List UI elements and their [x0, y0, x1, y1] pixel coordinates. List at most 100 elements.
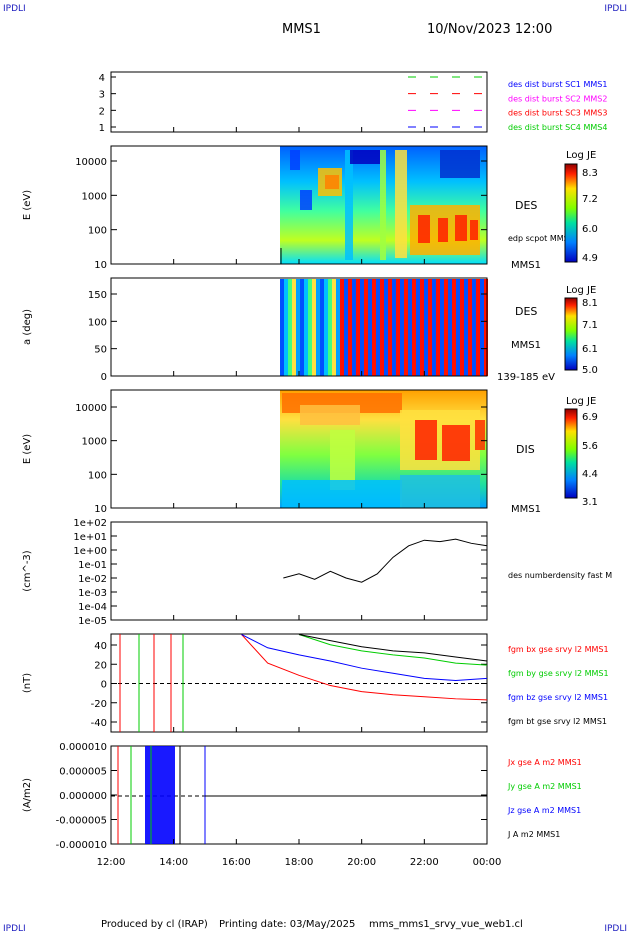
des-spec-instrument: DES [515, 199, 537, 212]
pa-stripe [440, 279, 444, 376]
pa-stripe [408, 279, 412, 376]
density-ytick-label: 1e-01 [78, 560, 107, 571]
des-spec-ytick-label: 1000 [82, 191, 107, 202]
burst-ytick-label: 1 [99, 123, 105, 134]
des-spec-ylabel: E (eV) [22, 190, 33, 220]
dis-cbar-min: 3.1 [582, 497, 598, 508]
current-legend-2: Jz gse A m2 MMS1 [507, 806, 581, 815]
bfield-ytick-label: 20 [94, 660, 107, 671]
pa-stripe [436, 279, 440, 376]
des-spec-overlay: edp scpot MMS1 [508, 234, 574, 243]
des-cbar-title: Log JE [566, 150, 596, 161]
pa-stripe [412, 279, 416, 376]
dis-cbar-max: 6.9 [582, 412, 598, 423]
pa-ytick-label: 50 [94, 345, 107, 356]
pa-stripe [304, 279, 308, 376]
x-tick-label: 16:00 [222, 857, 251, 868]
density-series-line [283, 538, 488, 583]
pa-ytick-label: 100 [88, 317, 107, 328]
pa-stripe [484, 279, 488, 376]
pa-stripe [312, 279, 316, 376]
pa-stripe [460, 279, 464, 376]
top-left-tag: IPDLI [3, 4, 26, 14]
pa-stripe [352, 279, 356, 376]
pa-stripe [348, 279, 352, 376]
des-cbar-mid1: 7.2 [582, 194, 598, 205]
panel-density-frame [110, 521, 488, 621]
pa-stripe [328, 279, 332, 376]
des-cbar-min: 4.9 [582, 253, 598, 264]
current-burst-block [145, 746, 175, 844]
dis-spec-instrument: DIS [516, 443, 535, 456]
dis-spec-spacecraft: MMS1 [511, 504, 541, 515]
bfield-legend-0: fgm bx gse srvy l2 MMS1 [508, 645, 609, 654]
x-tick-label: 20:00 [347, 857, 376, 868]
panel-density: 1e+02 1e+01 1e+00 1e-01 1e-02 1e-03 1e-04 1e-05… [22, 518, 612, 627]
pa-stripe [320, 279, 324, 376]
des-cbar-max: 8.3 [582, 168, 598, 179]
pa-stripe [332, 279, 336, 376]
bfield-ytick-label: 40 [94, 641, 107, 652]
pa-stripe [288, 279, 292, 376]
dis-cbar-mid1: 5.6 [582, 441, 598, 452]
pa-stripe [416, 279, 420, 376]
dis-spec-ytick-label: 100 [88, 470, 107, 481]
pa-stripe [472, 279, 476, 376]
des-spectrogram-cell [455, 215, 467, 241]
pa-stripe [404, 279, 408, 376]
pa-cbar-mid1: 7.1 [582, 320, 598, 331]
current-ytick-label: 0.000010 [59, 742, 107, 753]
density-ytick-label: 1e+02 [73, 518, 107, 529]
current-legend-3: J A m2 MMS1 [507, 830, 560, 839]
des-spectrogram-cell [325, 175, 339, 189]
panel-bfield: 40 20 0 -20 -40 fgm bx gse srvy l2 MMS1 fgm b… [22, 633, 609, 733]
pa-stripe [424, 279, 428, 376]
footer-filename: mms_mms1_srvy_vue_web1.cl [369, 919, 523, 930]
pa-stripe [296, 279, 300, 376]
des-colorbar [564, 163, 578, 263]
current-legend-1: Jy gse A m2 MMS1 [507, 782, 582, 791]
pa-instrument: DES [515, 305, 537, 318]
footer-printing-date: Printing date: 03/May/2025 [219, 919, 356, 930]
date-label: 10/Nov/2023 12:00 [427, 22, 553, 37]
pa-stripe [400, 279, 404, 376]
pa-stripe [392, 279, 396, 376]
x-tick-label: 14:00 [159, 857, 188, 868]
pa-stripe [444, 279, 448, 376]
current-ytick-label: 0.000005 [59, 767, 107, 778]
x-tick-label: 12:00 [97, 857, 126, 868]
des-spectrogram-cell [345, 150, 353, 260]
current-ylabel: (A/m2) [22, 778, 33, 812]
des-spectrogram-cell [418, 215, 430, 243]
pa-ylabel: a (deg) [22, 309, 33, 345]
bfield-legend-1: fgm by gse srvy l2 MMS1 [508, 669, 609, 678]
bfield-legend-3: fgm bt gse srvy l2 MMS1 [508, 717, 607, 726]
pa-stripe [340, 279, 344, 376]
current-ytick-label: -0.000010 [56, 840, 107, 851]
page-title: MMS1 [282, 22, 321, 37]
pa-stripe [456, 279, 460, 376]
panel-pitch-angle: 150 100 50 0 a (deg) DES MMS1 139-185 eV Lo… [22, 277, 598, 383]
des-spectrogram-cell [380, 150, 386, 260]
dis-spectrogram-cell [415, 420, 437, 460]
bottom-left-tag: IPDLI [3, 924, 26, 934]
des-spectrogram-cell [300, 190, 312, 210]
pa-spacecraft: MMS1 [511, 340, 541, 351]
pa-stripe [308, 279, 312, 376]
des-spectrogram-cell [440, 150, 480, 178]
density-ylabel: (cm^-3) [22, 550, 33, 591]
burst-legend-mms1: des dist burst SC1 MMS1 [508, 80, 607, 89]
x-tick-label: 22:00 [410, 857, 439, 868]
bfield-ytick-label: -40 [91, 718, 107, 729]
pa-stripe [280, 279, 284, 376]
pa-stripe [384, 279, 388, 376]
pa-stripe [344, 279, 348, 376]
des-spectrogram-cell [350, 150, 380, 164]
pa-stripe [356, 279, 360, 376]
density-ytick-label: 1e-02 [78, 574, 107, 585]
pa-stripe [464, 279, 468, 376]
burst-legend-mms3: des dist burst SC3 MMS3 [508, 109, 607, 118]
des-cbar-mid2: 6.0 [582, 224, 598, 235]
bfield-ytick-label: -20 [91, 699, 107, 710]
pa-stripe [368, 279, 372, 376]
